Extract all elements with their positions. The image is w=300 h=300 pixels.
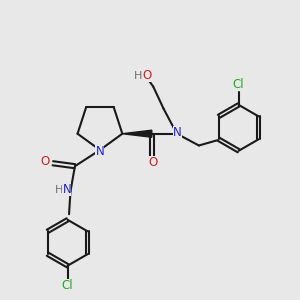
Text: O: O <box>148 156 158 169</box>
Text: N: N <box>173 126 182 139</box>
Text: O: O <box>142 69 152 82</box>
Text: H: H <box>134 71 143 81</box>
Text: H: H <box>55 185 64 195</box>
Text: Cl: Cl <box>62 279 74 292</box>
Text: N: N <box>96 145 104 158</box>
Text: N: N <box>63 183 71 196</box>
Polygon shape <box>122 130 152 137</box>
Text: O: O <box>41 155 50 168</box>
Text: Cl: Cl <box>233 78 244 91</box>
